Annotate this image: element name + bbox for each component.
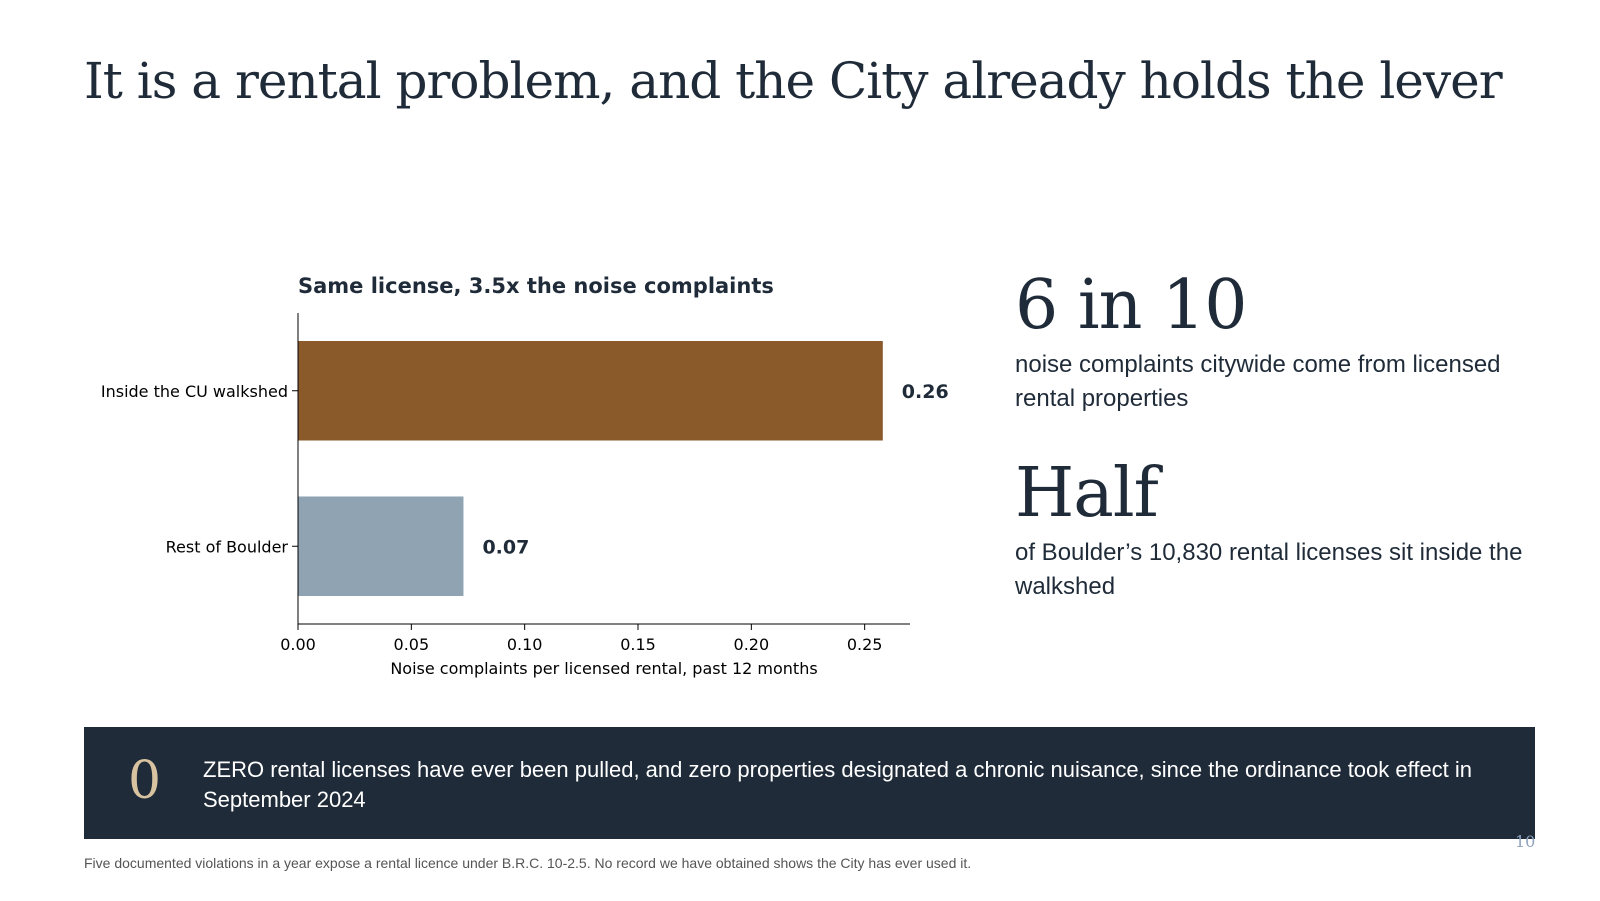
x-tick-label: 0.00 — [280, 635, 316, 654]
stat-walkshed-share: Half of Boulder’s 10,830 rental licenses… — [1015, 460, 1555, 604]
stat-description: of Boulder’s 10,830 rental licenses sit … — [1015, 539, 1523, 600]
x-tick-label: 0.20 — [734, 635, 770, 654]
banner-text: ZERO rental licenses have ever been pull… — [203, 757, 1473, 812]
stat-big-number: Half — [1015, 454, 1159, 533]
stat-rental-share: 6 in 10 noise complaints citywide come f… — [1015, 272, 1555, 416]
chart-title: Same license, 3.5x the noise complaints — [298, 274, 774, 298]
bar-chart: Same license, 3.5x the noise complaints … — [101, 274, 949, 678]
x-tick-label: 0.05 — [394, 635, 430, 654]
x-tick-label: 0.15 — [620, 635, 656, 654]
stat-big-number: 6 in 10 — [1015, 266, 1248, 345]
x-tick-label: 0.10 — [507, 635, 543, 654]
stat-description: noise complaints citywide come from lice… — [1015, 351, 1501, 412]
x-axis-label: Noise complaints per licensed rental, pa… — [390, 659, 817, 678]
callout-banner: 0 ZERO rental licenses have ever been pu… — [84, 727, 1535, 839]
page-number: 10 — [1515, 832, 1536, 851]
banner-number: 0 — [128, 751, 162, 811]
bar — [298, 340, 883, 441]
footnote: Five documented violations in a year exp… — [84, 855, 972, 871]
bar — [298, 496, 464, 597]
data-label: 0.07 — [482, 536, 529, 558]
y-tick-label: Inside the CU walkshed — [101, 382, 288, 401]
y-tick-label: Rest of Boulder — [166, 537, 289, 556]
data-label: 0.26 — [902, 381, 949, 403]
slide-title: It is a rental problem, and the City alr… — [84, 52, 1503, 110]
x-tick-label: 0.25 — [847, 635, 883, 654]
